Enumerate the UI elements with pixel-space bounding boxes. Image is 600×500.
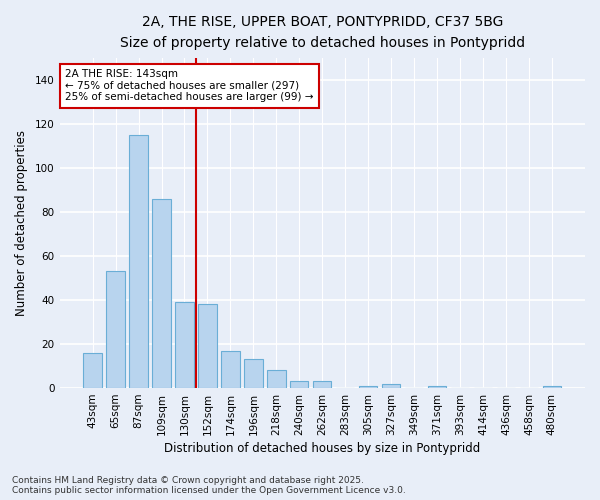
Bar bbox=[244, 360, 263, 388]
Bar bbox=[267, 370, 286, 388]
Bar bbox=[106, 272, 125, 388]
Bar bbox=[175, 302, 194, 388]
Bar bbox=[198, 304, 217, 388]
Bar bbox=[290, 382, 308, 388]
Bar bbox=[382, 384, 400, 388]
Bar bbox=[428, 386, 446, 388]
Bar bbox=[152, 198, 171, 388]
Bar bbox=[83, 353, 102, 388]
Bar bbox=[543, 386, 561, 388]
Text: 2A THE RISE: 143sqm
← 75% of detached houses are smaller (297)
25% of semi-detac: 2A THE RISE: 143sqm ← 75% of detached ho… bbox=[65, 70, 313, 102]
Bar bbox=[359, 386, 377, 388]
Bar bbox=[130, 135, 148, 388]
Bar bbox=[221, 350, 239, 388]
Text: Contains HM Land Registry data © Crown copyright and database right 2025.
Contai: Contains HM Land Registry data © Crown c… bbox=[12, 476, 406, 495]
Y-axis label: Number of detached properties: Number of detached properties bbox=[15, 130, 28, 316]
Title: 2A, THE RISE, UPPER BOAT, PONTYPRIDD, CF37 5BG
Size of property relative to deta: 2A, THE RISE, UPPER BOAT, PONTYPRIDD, CF… bbox=[120, 15, 525, 50]
Bar bbox=[313, 382, 331, 388]
X-axis label: Distribution of detached houses by size in Pontypridd: Distribution of detached houses by size … bbox=[164, 442, 481, 455]
